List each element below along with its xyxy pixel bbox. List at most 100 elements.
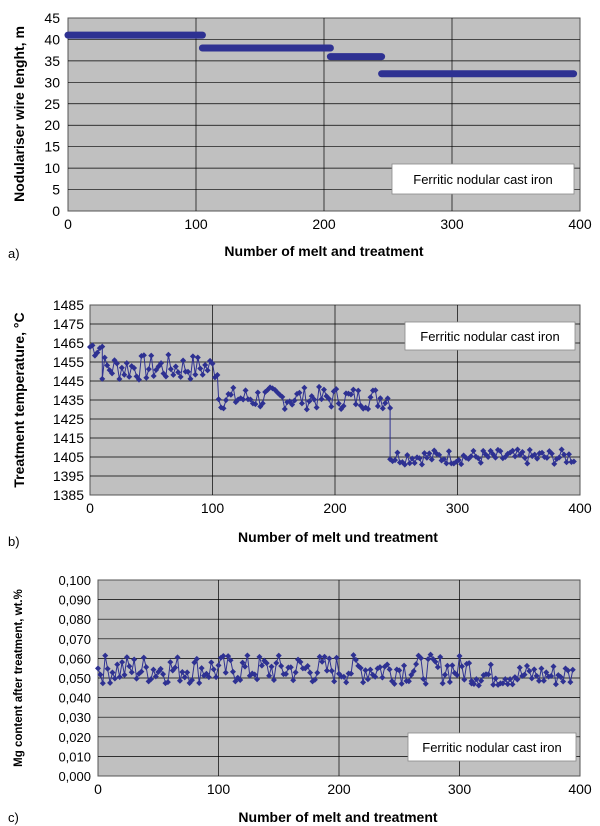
chart-c-point bbox=[523, 662, 530, 669]
chart-b-point bbox=[428, 456, 435, 463]
chart-c-point bbox=[210, 666, 217, 673]
chart-b-point bbox=[296, 389, 303, 396]
chart-c-point bbox=[343, 679, 350, 686]
chart-c-point bbox=[133, 675, 140, 682]
chart-b-point bbox=[148, 352, 155, 359]
chart-b-point bbox=[565, 451, 572, 458]
chart-b-point bbox=[480, 447, 487, 454]
chart-c-point bbox=[174, 654, 181, 661]
chart-c-ytick-label: 0,060 bbox=[58, 651, 91, 666]
chart-a-ytick-label: 35 bbox=[44, 53, 60, 69]
chart-c-point bbox=[220, 653, 227, 660]
chart-b-point bbox=[298, 400, 305, 407]
chart-c-point bbox=[196, 680, 203, 687]
chart-c-xtick-label: 0 bbox=[94, 781, 102, 797]
chart-b-point bbox=[113, 360, 120, 367]
chart-b-point bbox=[89, 342, 96, 349]
chart-b-point bbox=[406, 460, 413, 467]
chart-c-point bbox=[152, 673, 159, 680]
chart-c-point bbox=[422, 680, 429, 687]
chart-b-point bbox=[187, 375, 194, 382]
chart-b-point bbox=[162, 373, 169, 380]
chart-b-xtick-label: 0 bbox=[86, 500, 94, 516]
chart-c-point bbox=[304, 662, 311, 669]
chart-b-ytick-label: 1445 bbox=[53, 373, 84, 389]
chart-c-point bbox=[401, 662, 408, 669]
chart-c-point bbox=[331, 678, 338, 685]
chart-c-point bbox=[502, 676, 509, 683]
chart-a-ytick-label: 15 bbox=[44, 139, 60, 155]
chart-b-point bbox=[521, 454, 528, 461]
chart-b-point bbox=[199, 371, 206, 378]
chart-b-point bbox=[372, 387, 379, 394]
chart-c-point bbox=[521, 671, 528, 678]
chart-b-xtick-label: 200 bbox=[323, 500, 347, 516]
chart-b-point bbox=[526, 446, 533, 453]
chart-c-point bbox=[439, 680, 446, 687]
chart-a-ytick-label: 25 bbox=[44, 96, 60, 112]
chart-b-point bbox=[492, 454, 499, 461]
chart-b-point bbox=[558, 446, 565, 453]
chart-b-point bbox=[306, 398, 313, 405]
chart-b-annotation: Ferritic nodular cast iron bbox=[420, 329, 559, 344]
chart-c-point bbox=[461, 676, 468, 683]
chart-c-point bbox=[102, 652, 109, 659]
chart-c-point bbox=[350, 652, 357, 659]
chart-c-point bbox=[311, 676, 318, 683]
chart-c-point bbox=[540, 677, 547, 684]
chart-c-point bbox=[239, 659, 246, 666]
chart-c-ytick-label: 0,050 bbox=[58, 671, 91, 686]
chart-c-point bbox=[437, 654, 444, 661]
chart-b-point bbox=[497, 448, 504, 455]
chart-b-point bbox=[99, 343, 106, 350]
chart-b-point bbox=[411, 459, 418, 466]
chart-b-point bbox=[524, 460, 531, 467]
chart-a: 0 5 10 15 20 25 30 35 40 45 0 100 200 300 400 Ferritic… bbox=[8, 10, 592, 261]
chart-c-point bbox=[352, 656, 359, 663]
chart-c-point bbox=[550, 663, 557, 670]
chart-b-y-axis-label: Treatment temperature, °C bbox=[11, 312, 27, 487]
chart-c-point bbox=[193, 655, 200, 662]
chart-b-point bbox=[367, 394, 374, 401]
chart-a-annotation-box bbox=[391, 163, 575, 195]
chart-c-point bbox=[364, 676, 371, 683]
chart-b-point bbox=[177, 373, 184, 380]
chart-b-ytick-label: 1425 bbox=[53, 411, 84, 427]
chart-b-panel-label: b) bbox=[8, 534, 20, 549]
chart-b-point bbox=[485, 454, 492, 461]
chart-c-point bbox=[340, 673, 347, 680]
chart-b-point bbox=[116, 375, 123, 382]
chart-c: 0,000 0,010 0,020 0,030 0,040 0,050 0,060 0,070… bbox=[8, 573, 592, 825]
chart-b-point bbox=[512, 453, 519, 460]
chart-c-point bbox=[160, 671, 167, 678]
chart-b-point bbox=[175, 369, 182, 376]
chart-c-point bbox=[150, 666, 157, 673]
chart-b-point bbox=[477, 459, 484, 466]
chart-b-point bbox=[242, 387, 249, 394]
chart-c-point bbox=[184, 669, 191, 676]
chart-c-point bbox=[116, 674, 123, 681]
chart-c-point bbox=[123, 654, 130, 661]
chart-c-point bbox=[119, 659, 126, 666]
chart-c-point bbox=[413, 661, 420, 668]
chart-c-point bbox=[557, 673, 564, 680]
chart-b-point bbox=[165, 351, 172, 358]
chart-b-point bbox=[150, 372, 157, 379]
chart-c-point bbox=[499, 680, 506, 687]
chart-c-point bbox=[167, 659, 174, 666]
chart-c-point bbox=[410, 668, 417, 675]
chart-c-ytick-label: 0,040 bbox=[58, 691, 91, 706]
chart-c-point bbox=[278, 662, 285, 669]
chart-b-point bbox=[192, 371, 199, 378]
chart-b-xtick-label: 300 bbox=[446, 500, 470, 516]
chart-c-point bbox=[528, 675, 535, 682]
chart-b-point bbox=[318, 396, 325, 403]
chart-c-point bbox=[205, 674, 212, 681]
chart-c-point bbox=[458, 663, 465, 670]
chart-b-point bbox=[185, 368, 191, 375]
chart-b-point bbox=[333, 386, 340, 393]
chart-c-point bbox=[538, 665, 545, 672]
chart-b-point bbox=[445, 448, 452, 455]
chart-c-point bbox=[425, 656, 432, 663]
chart-b-point bbox=[101, 354, 108, 361]
